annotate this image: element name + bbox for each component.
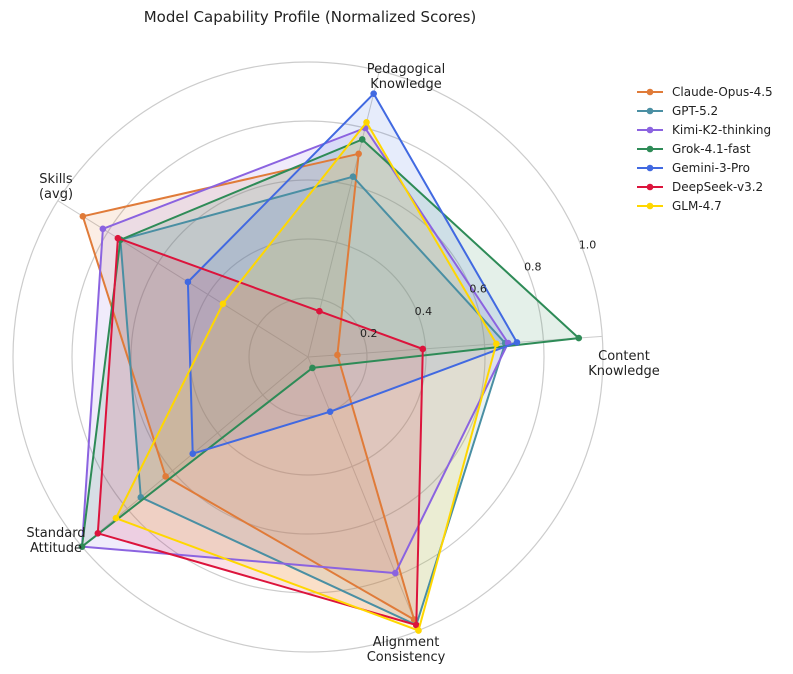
data-point [79,213,87,220]
tick-label: 0.6 [469,283,487,296]
data-point [162,473,169,480]
data-point [189,450,197,458]
data-point [334,351,341,359]
series-fills [82,93,579,631]
data-point [316,307,323,315]
legend-marker [646,126,654,134]
axis-label: Skills (avg) [39,172,73,202]
axis-label: Alignment Consistency [367,635,446,665]
data-point [94,530,102,537]
series-area [97,238,423,625]
legend-marker [646,145,654,153]
data-point [326,408,334,416]
data-point [219,300,227,308]
legend-label: Kimi-K2-thinking [672,123,771,137]
axis-label: Content Knowledge [588,349,659,379]
series-area [82,153,415,620]
axis-label: Standard Attitude [26,526,85,556]
legend-label: Grok-4.1-fast [672,142,751,156]
legend-label: GPT-5.2 [672,104,718,118]
legend-label: Gemini-3-Pro [672,161,750,175]
axis-spoke [307,335,603,358]
tick-labels: 0.2 0.4 0.6 0.8 1.0 [360,238,596,339]
grid-circle [248,297,368,417]
legend-marker [646,202,654,210]
series-line [119,175,507,626]
data-point [358,136,366,143]
data-point [355,150,362,158]
axis-spoke [307,356,419,631]
data-point [349,173,357,180]
data-point [370,90,377,97]
series-area [82,139,579,547]
chart-title: Model Capability Profile (Normalized Sco… [144,8,477,26]
data-point [114,234,122,242]
series-lines [78,90,583,634]
data-point [513,339,521,346]
data-point [575,334,583,342]
legend-marker [646,88,654,96]
data-point [392,569,399,577]
legend: Claude-Opus-4.5 GPT-5.2 Kimi-K2-thinking Gr… [637,85,773,213]
axis-label: Pedagogical Knowledge [367,62,445,92]
data-point [99,225,107,233]
series-line [81,138,580,548]
data-point [112,514,120,522]
tick-label: 0.4 [415,305,433,318]
data-point [412,621,420,629]
legend-marker [646,164,654,172]
legend-marker [646,183,654,191]
axis-labels: Content Knowledge Pedagogical Knowledge Skil… [26,62,659,665]
data-point [363,118,370,126]
tick-label: 0.8 [524,261,542,274]
data-point [184,278,192,286]
data-point [78,543,86,550]
legend-marker [646,107,654,115]
grid-circle [12,61,604,653]
series-line [114,121,498,632]
legend-label: Claude-Opus-4.5 [672,85,773,99]
data-point [493,340,500,348]
axis-spoke [57,200,309,358]
data-point [419,345,427,353]
legend-label: GLM-4.7 [672,199,722,213]
series-area [82,128,509,574]
series-area [120,176,506,625]
grid-circle [130,179,486,535]
data-point [415,627,422,634]
legend-label: DeepSeek-v3.2 [672,180,763,194]
data-point [309,364,316,372]
series-line [96,237,424,626]
series-area [187,93,517,454]
series-line [81,152,416,621]
tick-label: 1.0 [579,238,597,251]
tick-label: 0.2 [360,327,378,340]
